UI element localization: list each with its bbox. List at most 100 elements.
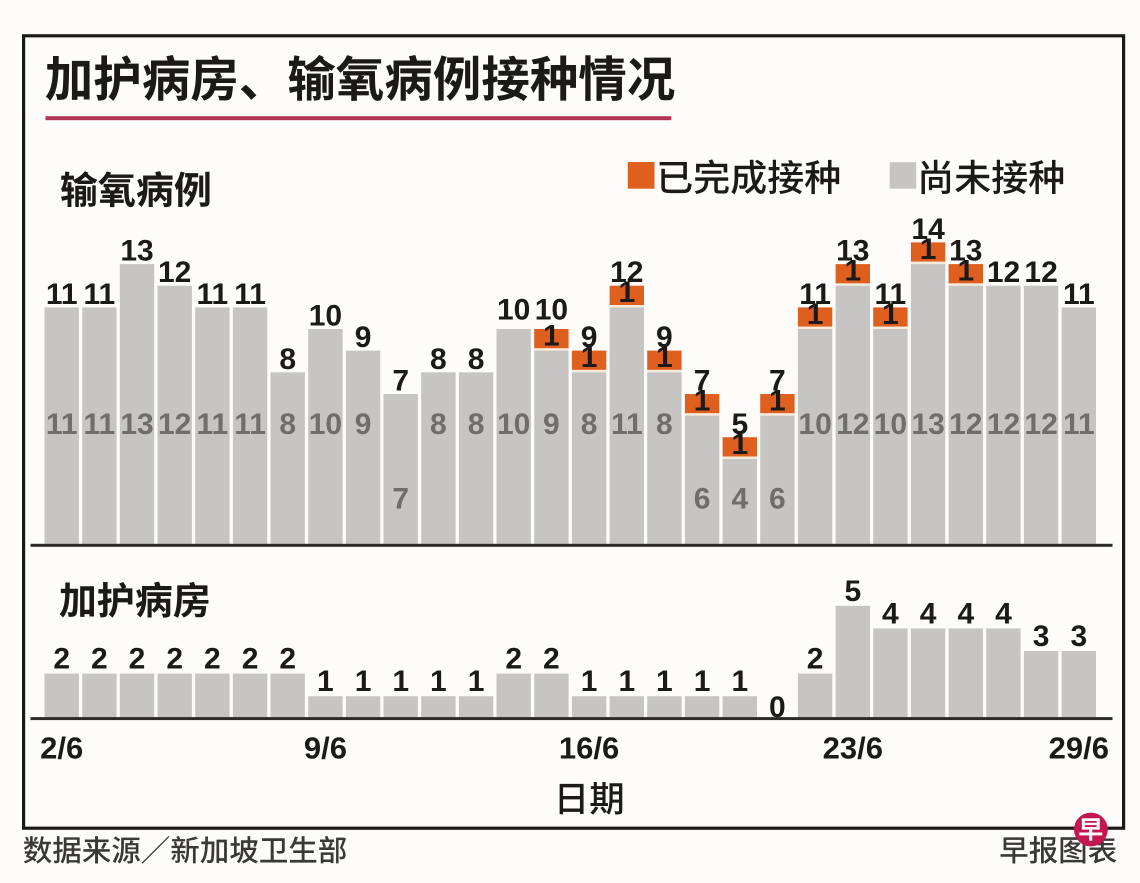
svg-text:11: 11 [46,278,78,311]
svg-text:5: 5 [731,408,748,441]
svg-text:10: 10 [309,408,342,441]
svg-text:4: 4 [920,597,937,630]
svg-text:9: 9 [355,321,372,354]
svg-text:8: 8 [468,343,485,376]
svg-text:10: 10 [497,294,530,327]
svg-text:11: 11 [84,278,116,311]
svg-text:5: 5 [844,575,861,608]
svg-text:2: 2 [166,643,183,676]
svg-text:4: 4 [995,597,1012,630]
svg-text:1: 1 [957,255,974,288]
svg-text:4: 4 [731,483,748,516]
svg-text:13: 13 [120,408,153,441]
svg-text:12: 12 [1024,408,1057,441]
svg-text:8: 8 [468,408,485,441]
svg-text:2: 2 [543,643,560,676]
svg-text:2: 2 [242,643,259,676]
svg-text:2: 2 [204,643,221,676]
svg-text:1: 1 [656,341,673,374]
svg-text:1: 1 [355,665,372,698]
svg-text:12: 12 [1024,256,1057,289]
svg-text:11: 11 [197,278,229,311]
svg-text:9: 9 [543,408,560,441]
svg-text:12: 12 [610,256,643,289]
svg-text:4: 4 [882,597,899,630]
svg-text:1: 1 [920,233,937,266]
svg-text:12: 12 [158,408,191,441]
svg-text:1: 1 [694,665,711,698]
svg-text:12: 12 [836,408,869,441]
svg-text:2: 2 [807,643,824,676]
svg-text:11: 11 [234,278,266,311]
svg-text:1: 1 [882,298,899,331]
svg-text:2: 2 [505,643,522,676]
svg-text:10: 10 [535,294,568,327]
svg-text:11: 11 [611,408,643,441]
svg-text:13: 13 [836,235,869,268]
svg-text:11: 11 [875,278,907,311]
svg-text:8: 8 [430,343,447,376]
svg-text:0: 0 [769,691,786,724]
svg-text:1: 1 [430,665,447,698]
svg-text:3: 3 [1070,620,1087,653]
svg-text:11: 11 [1063,278,1095,311]
svg-text:12: 12 [987,408,1020,441]
svg-text:12: 12 [158,256,191,289]
svg-text:1: 1 [656,665,673,698]
svg-text:7: 7 [392,365,409,398]
svg-text:1: 1 [731,428,748,461]
svg-text:1: 1 [618,276,635,309]
svg-text:12: 12 [987,256,1020,289]
svg-text:1: 1 [317,665,334,698]
svg-text:10: 10 [497,408,530,441]
svg-text:9: 9 [581,321,598,354]
svg-text:1: 1 [581,665,598,698]
svg-text:11: 11 [197,408,229,441]
svg-text:13: 13 [911,408,944,441]
svg-text:11: 11 [1063,408,1095,441]
svg-text:1: 1 [468,665,485,698]
svg-text:16/6: 16/6 [559,730,619,765]
svg-text:1: 1 [618,665,635,698]
svg-text:7: 7 [694,365,711,398]
svg-text:23/6: 23/6 [823,730,883,765]
svg-text:1: 1 [392,665,409,698]
svg-text:3: 3 [1033,620,1050,653]
svg-text:10: 10 [798,408,831,441]
svg-text:9: 9 [355,408,372,441]
svg-text:8: 8 [656,408,673,441]
svg-text:13: 13 [949,235,982,268]
svg-text:11: 11 [84,408,116,441]
svg-text:8: 8 [430,408,447,441]
svg-text:1: 1 [844,255,861,288]
svg-text:2/6: 2/6 [40,730,83,765]
svg-text:7: 7 [769,365,786,398]
svg-text:11: 11 [799,278,831,311]
svg-text:10: 10 [309,300,342,333]
svg-text:7: 7 [392,483,409,516]
svg-text:8: 8 [279,343,296,376]
svg-text:11: 11 [234,408,266,441]
svg-text:13: 13 [120,235,153,268]
svg-text:1: 1 [581,341,598,374]
svg-text:8: 8 [279,408,296,441]
svg-text:1: 1 [694,385,711,418]
svg-text:2: 2 [91,643,108,676]
svg-text:9/6: 9/6 [304,730,347,765]
svg-text:6: 6 [694,483,711,516]
svg-text:1: 1 [807,298,824,331]
svg-text:2: 2 [53,643,70,676]
svg-text:11: 11 [46,408,78,441]
svg-text:1: 1 [543,320,560,353]
svg-text:8: 8 [581,408,598,441]
svg-text:10: 10 [874,408,907,441]
svg-text:2: 2 [279,643,296,676]
svg-text:2: 2 [129,643,146,676]
svg-text:14: 14 [911,213,945,246]
svg-text:4: 4 [957,597,974,630]
svg-text:6: 6 [769,483,786,516]
svg-text:29/6: 29/6 [1049,730,1109,765]
svg-text:9: 9 [656,321,673,354]
svg-text:1: 1 [731,665,748,698]
svg-text:12: 12 [949,408,982,441]
